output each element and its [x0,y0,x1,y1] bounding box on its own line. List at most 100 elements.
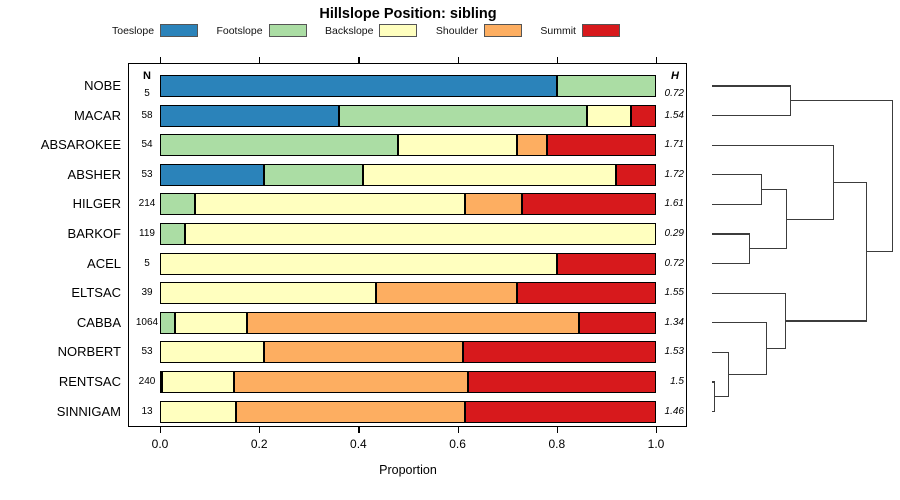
bar-row-hilger [0,193,900,216]
h-value: 1.46 [664,405,684,417]
legend-item-shoulder: Shoulder [436,24,522,37]
n-value: 53 [141,346,153,358]
legend-item-backslope: Backslope [325,24,418,37]
x-tick-top [656,57,658,63]
bar-segment-backslope [194,193,466,216]
bar-segment-footslope [160,311,175,334]
n-value: 214 [138,198,156,210]
bar-segment-footslope [160,223,185,245]
bar-segment-backslope [398,134,518,157]
bar-row-sinnigam [0,400,900,423]
x-tick-bottom [457,427,459,433]
legend: Toeslope Footslope Backslope Shoulder Summit [112,24,620,37]
legend-label: Toeslope [112,24,155,37]
bar-segment-summit [462,341,656,364]
series-label-nobe: NOBE [84,78,121,93]
legend-item-footslope: Footslope [216,24,307,37]
bar-row-eltsac [0,282,900,305]
bar-segment-summit [616,163,656,186]
series-label-rentsac: RENTSAC [58,374,121,389]
bar-row-nobe [0,75,900,97]
legend-label: Summit [540,24,576,37]
x-tick-label: 0.4 [350,437,367,451]
series-label-sinnigam: SINNIGAM [56,403,121,419]
dendrogram-line [712,292,787,294]
n-value: 13 [141,405,153,417]
legend-swatch-summit [581,24,620,37]
dendrogram-line [712,233,751,235]
dendrogram-line [712,203,763,206]
h-value: 1.71 [664,139,684,151]
x-tick-top [160,57,162,63]
n-value: 58 [141,109,153,121]
dendrogram-line [712,381,716,383]
dendrogram-line [789,100,894,102]
h-value: 1.54 [664,109,684,121]
bar-row-norbert [0,341,900,364]
bar-segment-footslope [556,75,656,97]
legend-swatch-shoulder [483,24,522,37]
h-value: 0.72 [664,88,684,99]
series-label-acel: ACEL [87,255,121,271]
n-value: 54 [141,139,153,151]
x-tick-label: 0.0 [151,437,169,451]
dendrogram-line [712,351,730,354]
bar-segment-backslope [160,252,557,275]
series-label-absher: ABSHER [67,166,121,182]
n-value: 240 [138,376,156,387]
series-label-macar: MACAR [74,107,121,123]
bar-segment-shoulder [465,193,523,216]
dendrogram-line [892,100,894,253]
x-tick-top [259,57,261,63]
bar-segment-backslope [174,311,247,334]
legend-swatch-backslope [379,24,418,37]
dendrogram-line [712,262,751,265]
bar-segment-summit [522,193,656,216]
x-tick-bottom [358,427,360,433]
legend-swatch-footslope [268,24,307,37]
series-label-norbert: NORBERT [57,344,121,360]
h-value: 0.29 [664,228,684,239]
n-value: 5 [144,257,150,269]
n-value: 53 [141,168,153,180]
dendrogram-line [712,85,792,87]
legend-swatch-toeslope [160,24,199,37]
x-tick-top [358,57,360,63]
bar-segment-summit [579,311,656,334]
dendrogram-line [713,396,730,398]
bar-segment-shoulder [375,282,518,305]
bar-segment-shoulder [246,311,580,334]
x-axis-title: Proportion [379,463,437,477]
bar-segment-backslope [363,163,617,186]
bar-segment-backslope [184,223,656,245]
x-tick-bottom [656,427,658,433]
bar-segment-backslope [161,371,235,393]
bar-segment-toeslope [160,163,265,186]
series-label-hilger: HILGER [72,196,121,212]
dendrogram-line [712,144,835,146]
bar-segment-summit [546,134,656,157]
bar-segment-backslope [586,104,632,127]
dendrogram-line [712,114,792,117]
bar-row-macar [0,104,900,127]
series-label-eltsac: ELTSAC [71,285,121,301]
bar-segment-footslope [160,134,399,157]
dendrogram-line [749,248,788,250]
chart-title: Hillslope Position: sibling [319,6,497,22]
x-tick-label: 0.2 [250,437,268,451]
n-column-header: N [143,70,151,82]
bar-segment-footslope [338,104,587,127]
h-value: 1.55 [664,287,684,299]
bar-segment-footslope [160,193,195,216]
bar-row-absarokee [0,134,900,157]
bar-row-acel [0,252,900,275]
bar-segment-shoulder [236,400,465,423]
legend-label: Shoulder [435,24,478,37]
bar-row-rentsac [0,371,900,393]
bar-segment-toeslope [160,104,339,127]
n-value: 39 [141,287,153,299]
x-tick-label: 0.8 [548,437,566,451]
bar-segment-summit [467,371,656,393]
h-value: 1.72 [664,168,684,180]
dendrogram-line [866,250,894,253]
